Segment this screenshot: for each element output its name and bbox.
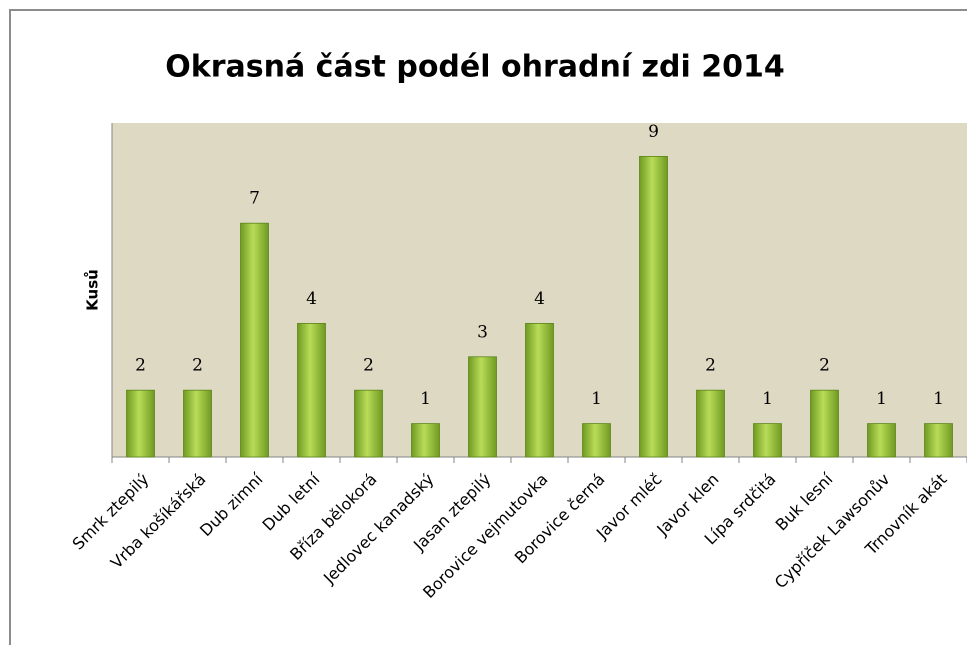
data-label: 7 — [249, 189, 260, 209]
data-label: 2 — [363, 356, 374, 376]
bar — [639, 155, 668, 458]
data-label: 1 — [933, 389, 944, 409]
bar — [354, 389, 383, 458]
data-label: 2 — [819, 356, 830, 376]
data-label: 9 — [648, 122, 659, 142]
bar — [183, 389, 212, 458]
data-label: 3 — [477, 322, 488, 342]
data-label: 1 — [420, 389, 431, 409]
bar — [582, 423, 611, 458]
bar — [468, 356, 497, 458]
bar — [696, 389, 725, 458]
data-label: 1 — [591, 389, 602, 409]
data-label: 4 — [534, 289, 545, 309]
data-label: 1 — [876, 389, 887, 409]
bar — [126, 389, 155, 458]
bar — [924, 423, 953, 458]
bar — [297, 322, 326, 458]
data-label: 2 — [192, 356, 203, 376]
data-label: 1 — [762, 389, 773, 409]
data-label: 2 — [705, 356, 716, 376]
data-label: 4 — [306, 289, 317, 309]
bar — [240, 222, 269, 458]
bar — [411, 423, 440, 458]
y-axis-label: Kusů — [84, 269, 102, 311]
bar — [867, 423, 896, 458]
chart-title: Okrasná část podél ohradní zdi 2014 — [165, 50, 784, 85]
bar — [753, 423, 782, 458]
bar — [810, 389, 839, 458]
data-label: 2 — [135, 356, 146, 376]
bar — [525, 322, 554, 458]
